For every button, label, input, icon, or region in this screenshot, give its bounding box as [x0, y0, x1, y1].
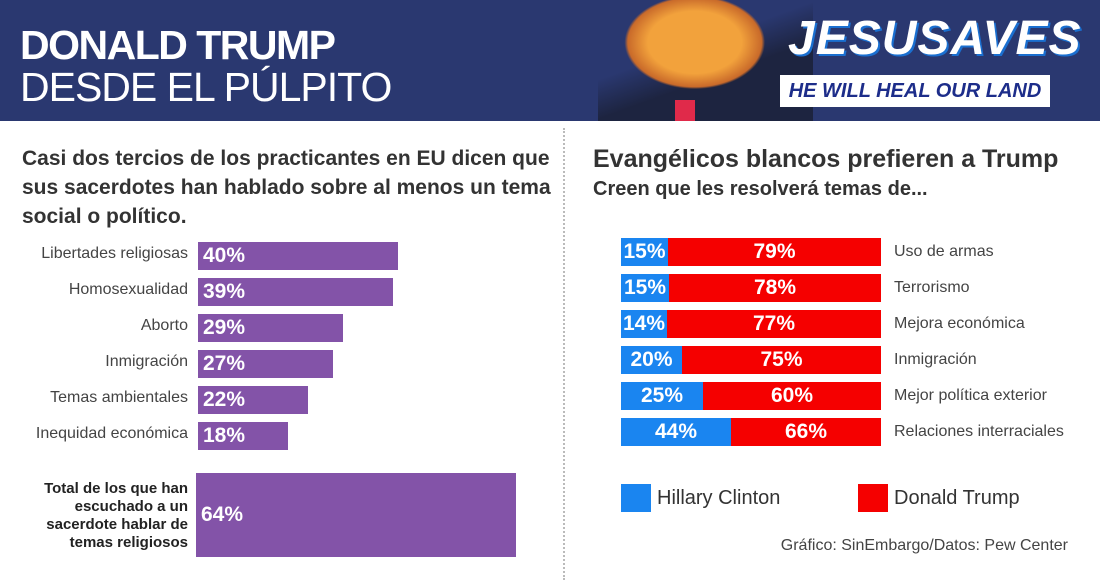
category-label: Aborto	[140, 317, 188, 334]
legend-label-trump: Donald Trump	[894, 487, 1020, 509]
bar-clinton: 25%	[621, 382, 703, 410]
divider	[563, 128, 565, 580]
logo-subtext: HE WILL HEAL OUR LAND	[780, 75, 1050, 107]
bar-clinton: 15%	[621, 274, 669, 302]
category-label: Uso de armas	[894, 243, 994, 260]
right-chart-title: Evangélicos blancos prefieren a Trump	[593, 145, 1059, 173]
category-label: Mejora económica	[894, 315, 1025, 332]
bar: 18%	[198, 422, 288, 450]
bar: 40%	[198, 242, 398, 270]
header: DONALD TRUMP DESDE EL PÚLPITO JESUSAVES …	[0, 0, 1100, 121]
bar-trump: 79%	[668, 238, 881, 266]
bar-trump: 77%	[667, 310, 881, 338]
bar-clinton: 44%	[621, 418, 731, 446]
category-label: Inmigración	[894, 351, 977, 368]
right-chart-subtitle: Creen que les resolverá temas de...	[593, 178, 928, 200]
title-light: DESDE EL PÚLPITO	[20, 64, 392, 110]
category-label: Inmigración	[105, 353, 188, 370]
title-bold: DONALD TRUMP	[20, 22, 336, 68]
total-label: Total de los que han escuchado a un sace…	[44, 480, 188, 551]
bar: 29%	[198, 314, 343, 342]
bar-trump: 75%	[682, 346, 881, 374]
category-label: Terrorismo	[894, 279, 970, 296]
category-label: Homosexualidad	[68, 281, 188, 298]
bar-trump: 60%	[703, 382, 881, 410]
bar-trump: 66%	[731, 418, 881, 446]
source-note: Gráfico: SinEmbargo/Datos: Pew Center	[780, 537, 1068, 554]
bar-clinton: 20%	[621, 346, 682, 374]
logo-text: JESUSAVES	[788, 12, 1082, 65]
category-label: Relaciones interraciales	[894, 423, 1064, 440]
trump-photo	[598, 0, 813, 121]
bar: 27%	[198, 350, 333, 378]
left-chart-title: Casi dos tercios de los practicantes en …	[22, 147, 551, 228]
legend-label-clinton: Hillary Clinton	[657, 487, 781, 509]
tie-image	[675, 100, 695, 121]
category-label: Temas ambientales	[50, 389, 188, 406]
legend-swatch-trump	[858, 484, 888, 512]
bar: 22%	[198, 386, 308, 414]
bar-clinton: 14%	[621, 310, 667, 338]
legend-swatch-clinton	[621, 484, 651, 512]
bar-clinton: 15%	[621, 238, 668, 266]
category-label: Libertades religiosas	[41, 245, 188, 262]
category-label: Inequidad económica	[35, 425, 188, 442]
bar: 39%	[198, 278, 393, 306]
category-label: Mejor política exterior	[894, 387, 1047, 404]
jesus-saves-logo: JESUSAVES HE WILL HEAL OUR LAND	[780, 5, 1081, 110]
bar-trump: 78%	[669, 274, 881, 302]
total-bar: 64%	[196, 473, 516, 557]
